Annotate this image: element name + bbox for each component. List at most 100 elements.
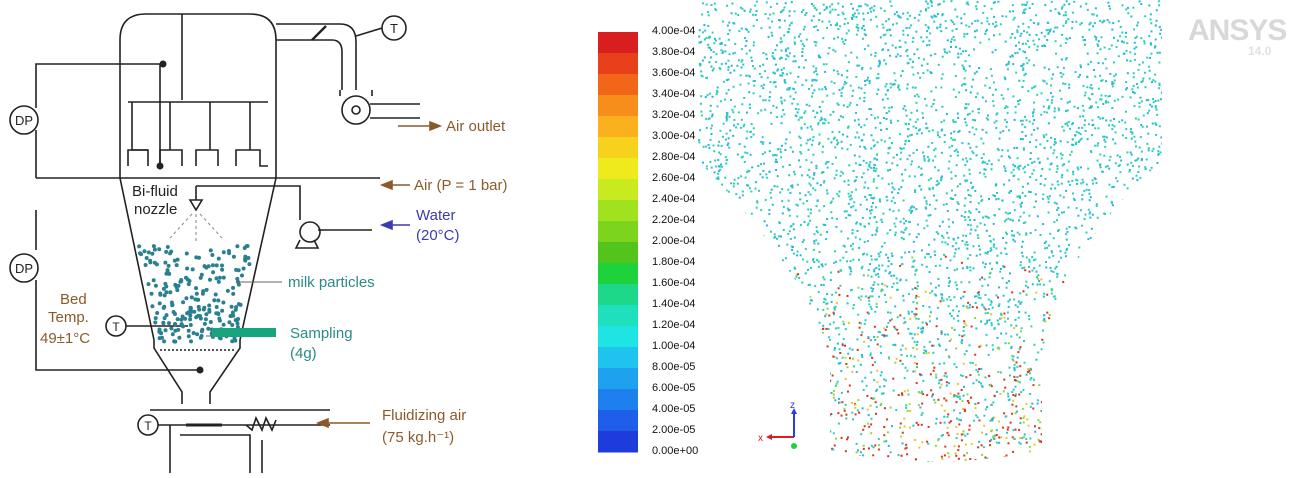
particle: [782, 212, 784, 214]
particle: [1125, 111, 1127, 113]
particle: [924, 257, 926, 259]
particle: [715, 274, 717, 276]
particle: [960, 374, 962, 376]
particle: [918, 296, 920, 298]
milk-dot: [187, 334, 191, 338]
particle: [1044, 35, 1046, 37]
particle: [769, 91, 771, 93]
particle: [1067, 291, 1069, 293]
particle: [1114, 460, 1116, 462]
particle: [1098, 116, 1100, 118]
particle: [812, 333, 814, 335]
particle: [1035, 359, 1037, 361]
particle: [845, 450, 847, 452]
particle: [1046, 403, 1048, 405]
particle: [1049, 314, 1051, 316]
particle: [709, 202, 711, 204]
particle: [909, 233, 911, 235]
particle: [935, 295, 937, 297]
particle: [1134, 105, 1136, 107]
particle: [976, 154, 978, 156]
particle: [855, 413, 857, 415]
particle: [733, 404, 735, 406]
particle: [798, 136, 800, 138]
particle: [883, 385, 885, 387]
particle: [734, 286, 736, 288]
particle: [1005, 416, 1007, 418]
particle: [1127, 316, 1129, 318]
particle: [709, 463, 711, 465]
particle: [769, 27, 771, 29]
particle: [961, 240, 963, 242]
particle: [797, 320, 799, 322]
particle: [785, 257, 787, 259]
particle: [826, 63, 828, 65]
particle: [1076, 456, 1078, 458]
particle: [948, 168, 950, 170]
particle: [780, 97, 782, 99]
particle: [864, 323, 866, 325]
particle: [735, 389, 737, 391]
particle: [955, 281, 957, 283]
particle: [1048, 105, 1050, 107]
particle: [1134, 315, 1136, 317]
particle: [732, 375, 734, 377]
particle: [742, 64, 744, 66]
particle: [1048, 198, 1050, 200]
particle: [947, 463, 949, 465]
particle: [965, 25, 967, 27]
particle: [1021, 65, 1023, 67]
particle: [1047, 158, 1049, 160]
particle: [840, 171, 842, 173]
particle: [742, 213, 744, 215]
particle: [1132, 91, 1134, 93]
particle: [1106, 67, 1108, 69]
particle: [1029, 372, 1031, 374]
particle: [914, 439, 916, 441]
particle: [700, 277, 702, 279]
particle: [1033, 384, 1035, 386]
particle: [942, 73, 944, 75]
particle: [787, 233, 789, 235]
particle: [783, 362, 785, 364]
particle: [980, 138, 982, 140]
particle: [1136, 234, 1138, 236]
particle: [1151, 106, 1153, 108]
particle: [926, 253, 928, 255]
particle: [848, 61, 850, 63]
particle: [1084, 124, 1086, 126]
particle: [861, 139, 863, 141]
particle: [719, 469, 721, 471]
particle: [922, 321, 924, 323]
particle: [1106, 416, 1108, 418]
particle: [860, 322, 862, 324]
particle: [700, 440, 702, 442]
particle: [876, 381, 878, 383]
particle: [1048, 122, 1050, 124]
particle: [886, 118, 888, 120]
particle: [733, 351, 735, 353]
particle: [797, 103, 799, 105]
particle: [1102, 79, 1104, 81]
milk-dot: [163, 282, 167, 286]
particle: [748, 454, 750, 456]
particle: [1113, 62, 1115, 64]
particle: [741, 417, 743, 419]
particle: [1066, 286, 1068, 288]
particle: [1090, 431, 1092, 433]
particle: [1133, 397, 1135, 399]
particle: [1075, 21, 1077, 23]
particle: [699, 252, 701, 254]
particle: [976, 8, 978, 10]
particle: [918, 185, 920, 187]
particle: [984, 266, 986, 268]
particle: [1076, 409, 1078, 411]
particle: [700, 326, 702, 328]
particle: [966, 350, 968, 352]
particle: [964, 211, 966, 213]
particle: [1097, 217, 1099, 219]
particle: [906, 447, 908, 449]
particle: [880, 129, 882, 131]
bed-temp-label-1: Bed: [60, 291, 87, 308]
particle: [921, 249, 923, 251]
